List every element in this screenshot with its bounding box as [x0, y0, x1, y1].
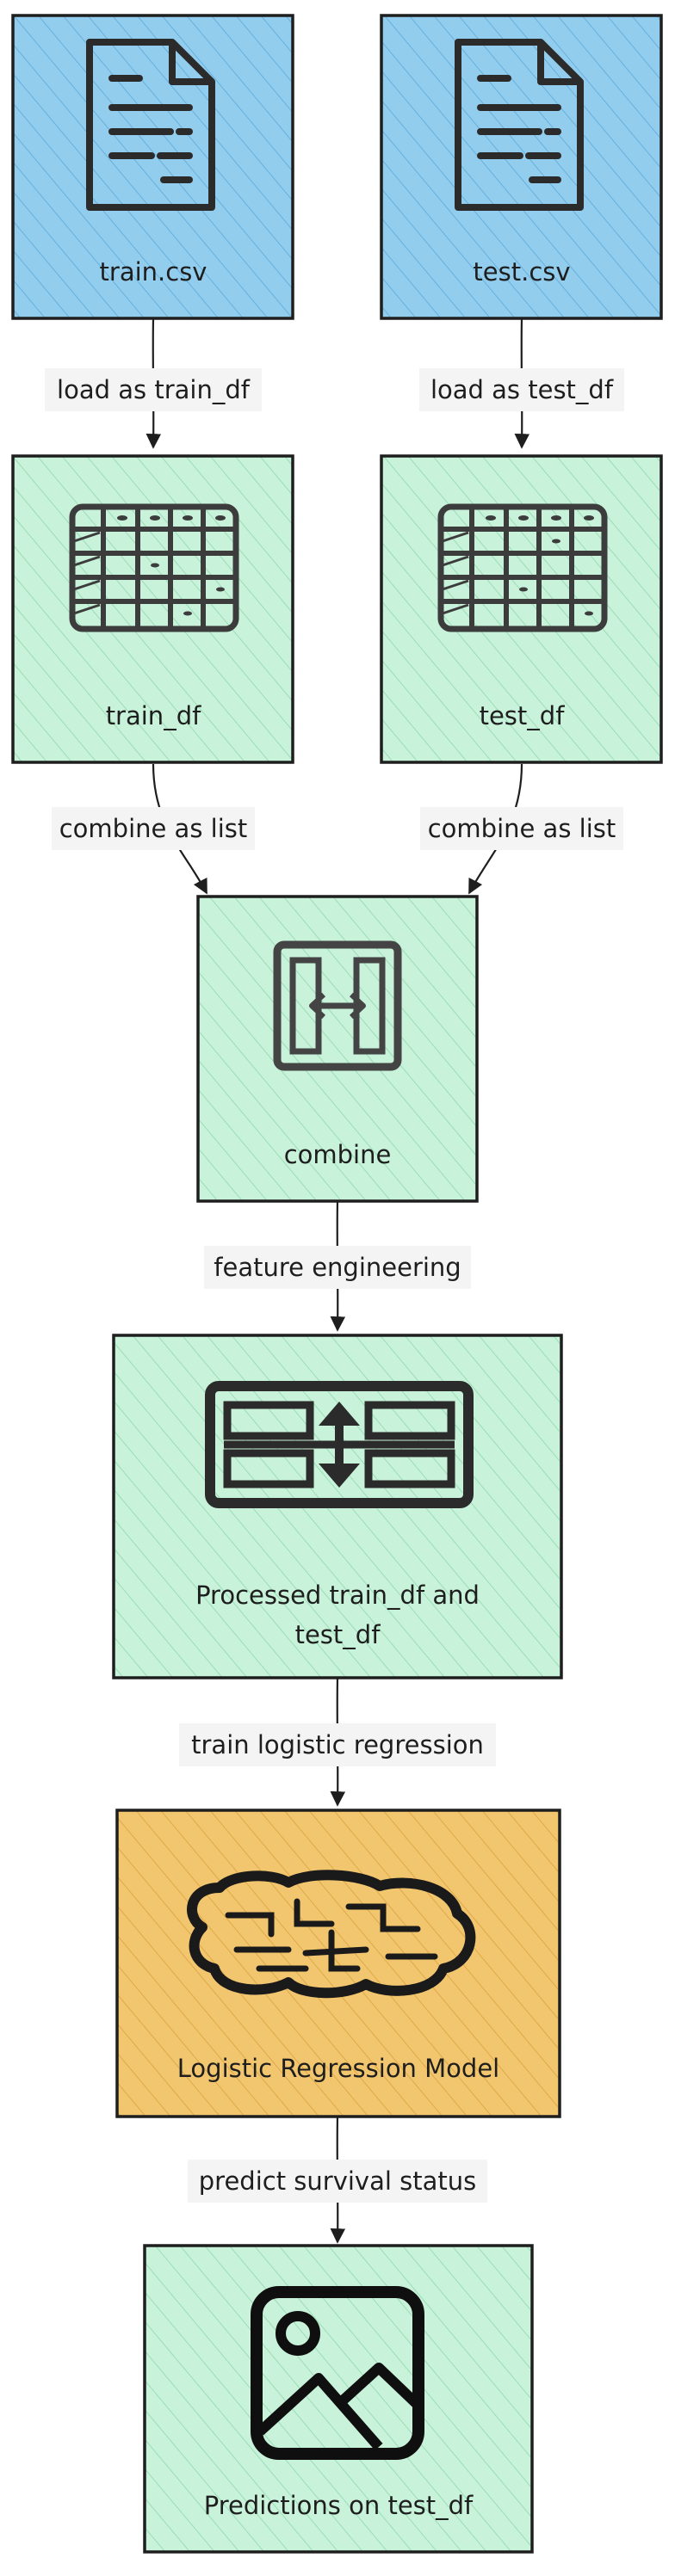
node-box — [380, 14, 663, 320]
merge-icon — [273, 940, 402, 1071]
split-arrows-icon — [205, 1381, 474, 1508]
edge-label-combine-train: combine as list — [59, 814, 248, 843]
table-icon — [437, 503, 608, 632]
node-test-csv: test.csv — [380, 14, 663, 320]
edge-label-bg — [52, 807, 255, 850]
node-label-processed-line2: test_df — [295, 1620, 381, 1649]
edge-label-bg — [419, 368, 624, 411]
edge-labels: load as train_df load as test_df combine… — [45, 368, 624, 2203]
node-label-combine: combine — [284, 1140, 392, 1169]
document-icon — [86, 39, 215, 211]
node-label-predictions: Predictions on test_df — [204, 2491, 474, 2520]
edge-label-train-model: train logistic regression — [191, 1730, 484, 1759]
node-train-df: train_df — [11, 454, 294, 764]
node-model: Logistic Regression Model — [115, 1809, 561, 2118]
brain-icon — [187, 1870, 476, 1999]
table-icon — [69, 503, 239, 632]
node-predictions: Predictions on test_df — [143, 2244, 534, 2554]
node-train-csv: train.csv — [11, 14, 294, 320]
node-label-train-df: train_df — [106, 701, 201, 730]
edge-label-predict: predict survival status — [199, 2166, 476, 2196]
node-label-test-df: test_df — [480, 701, 566, 730]
image-icon — [251, 2286, 424, 2460]
edge-label-bg — [179, 1723, 496, 1766]
node-combine: combine — [196, 895, 479, 1203]
node-label-test-csv: test.csv — [473, 257, 570, 287]
node-label-processed-line1: Processed train_df and — [195, 1581, 480, 1610]
node-box — [115, 1809, 561, 2118]
node-label-train-csv: train.csv — [100, 257, 207, 287]
node-box — [11, 14, 294, 320]
document-icon — [455, 39, 584, 211]
edge-label-bg — [45, 368, 262, 411]
edge-label-bg — [420, 807, 623, 850]
node-test-df: test_df — [380, 454, 663, 764]
edge-label-combine-test: combine as list — [428, 814, 616, 843]
node-label-model: Logistic Regression Model — [177, 2054, 499, 2083]
edge-label-bg — [188, 2160, 487, 2203]
edge-label-bg — [204, 1246, 471, 1289]
node-processed: Processed train_df and test_df — [112, 1334, 563, 1679]
edge-label-feature-engineering: feature engineering — [214, 1253, 461, 1282]
edge-label-load-test: load as test_df — [430, 375, 614, 404]
edge-label-load-train: load as train_df — [57, 375, 251, 404]
